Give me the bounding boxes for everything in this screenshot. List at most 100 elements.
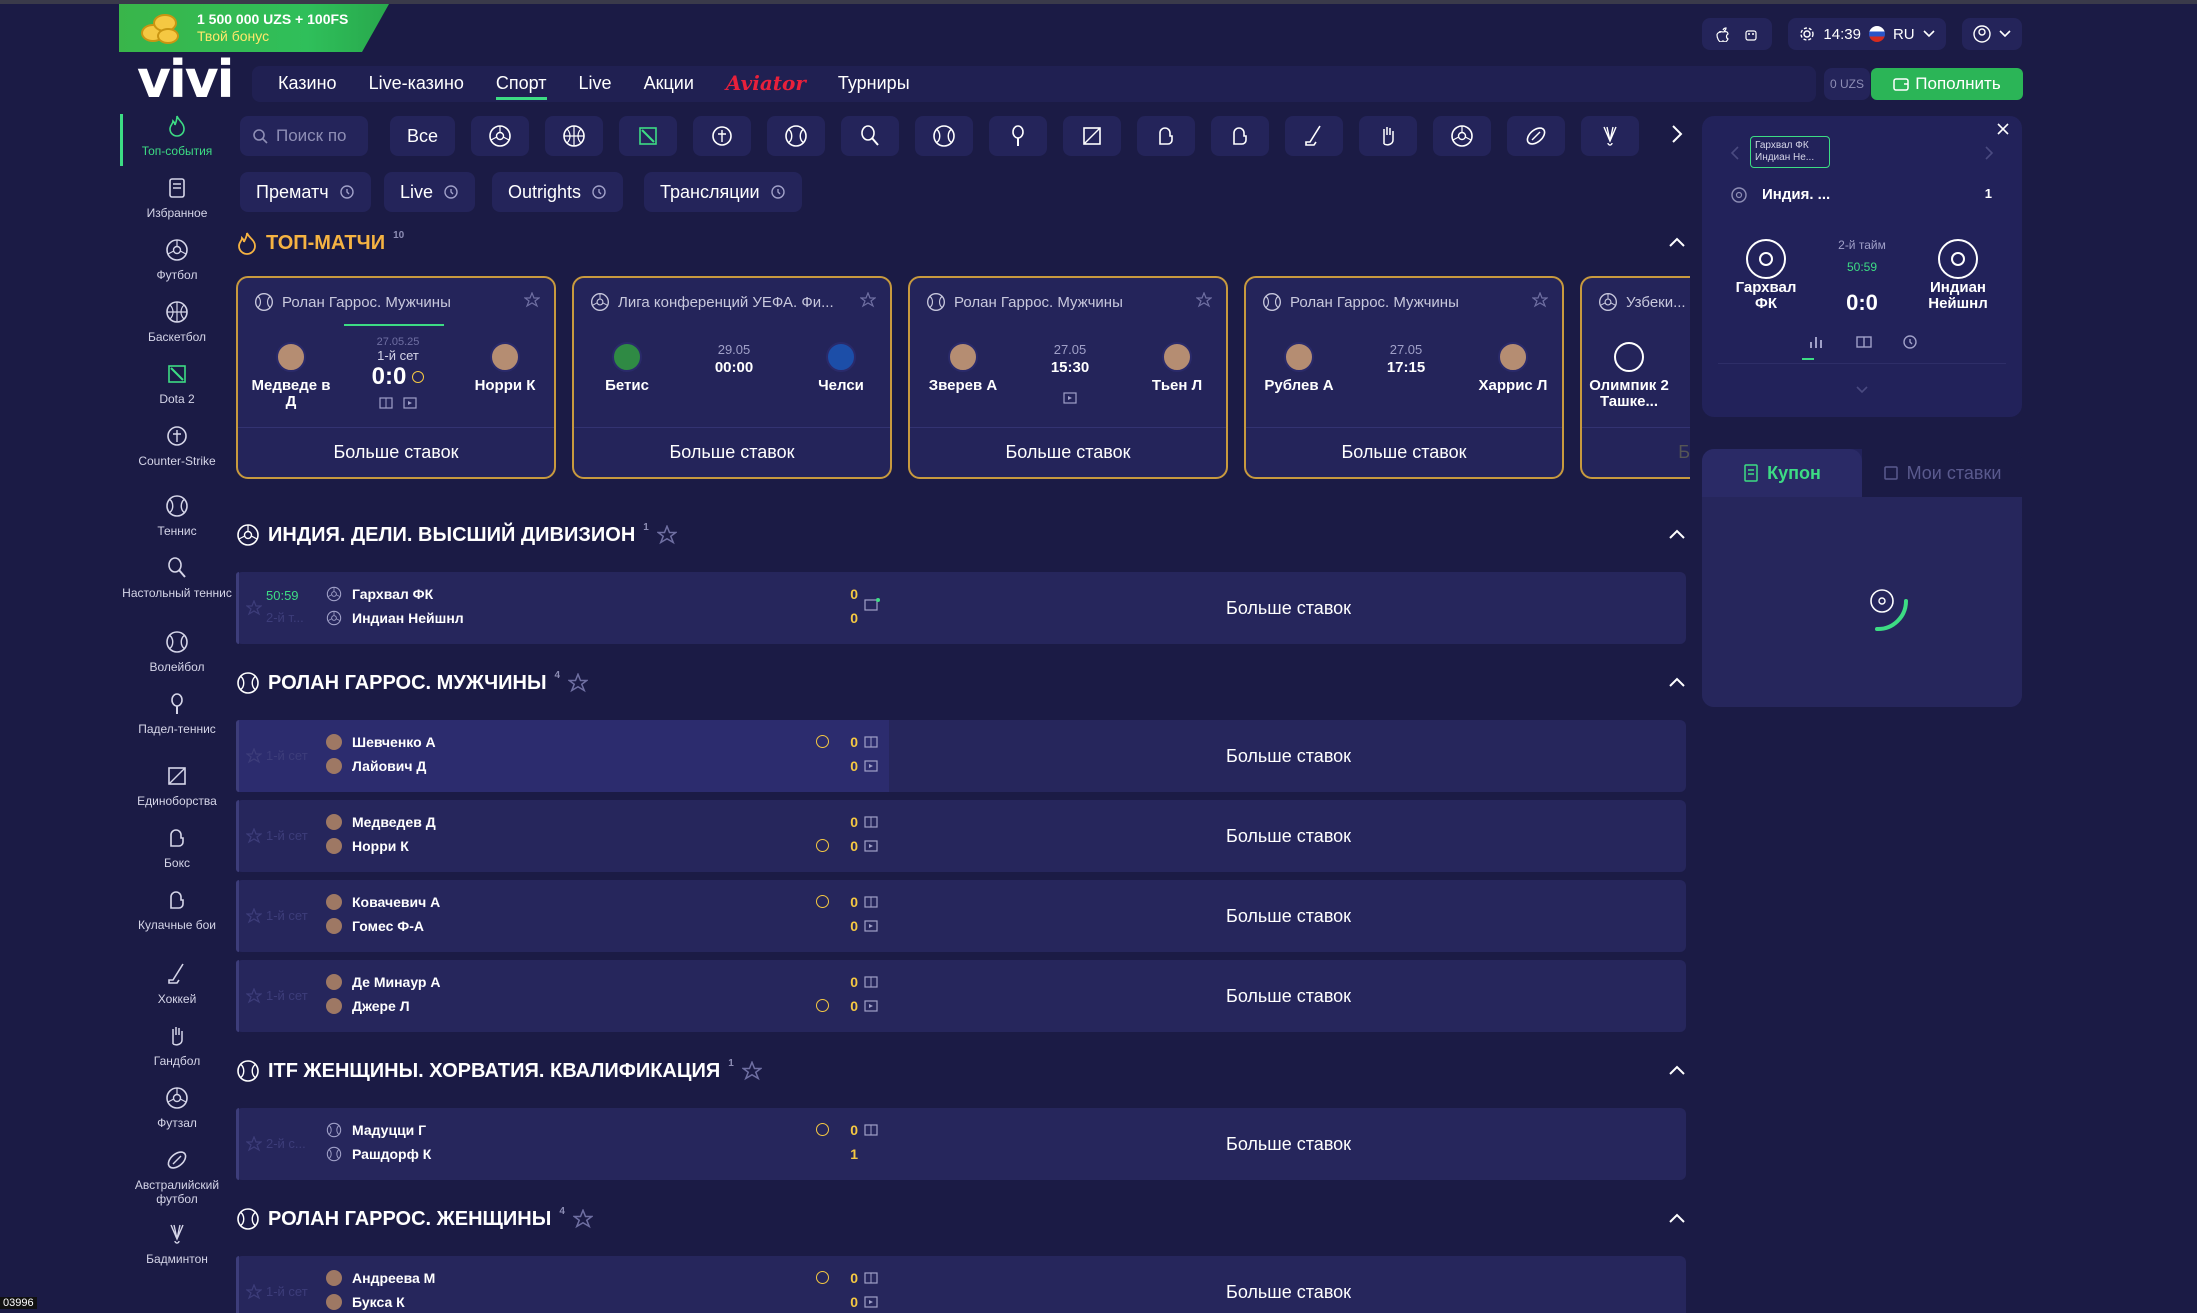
sport-filter-basketball[interactable]: [545, 116, 603, 156]
more-bets-button[interactable]: Больше ставок: [1226, 572, 1351, 644]
nav-item-4[interactable]: Акции: [643, 73, 694, 93]
nav-item-5[interactable]: Aviator: [725, 71, 806, 95]
chevron-up-icon[interactable]: [1668, 1210, 1686, 1228]
sidebar-item-6[interactable]: Теннис: [122, 494, 232, 538]
field-icon[interactable]: [864, 1272, 878, 1284]
android-icon[interactable]: [1744, 26, 1758, 42]
sidebar-item-2[interactable]: Футбол: [122, 238, 232, 282]
filter-1[interactable]: Live: [384, 172, 476, 212]
event-row[interactable]: 1-й сет Шевченко А Лайович Д 0 0 Больше ставо…: [236, 720, 1686, 792]
more-bets-button[interactable]: Больше ставок: [238, 427, 554, 477]
sidebar-item-10[interactable]: Единоборства: [122, 764, 232, 808]
star-icon[interactable]: [524, 292, 540, 308]
sidebar-item-14[interactable]: Гандбол: [122, 1024, 232, 1068]
more-bets-button[interactable]: Больше ставок: [1226, 800, 1351, 872]
top-match-card[interactable]: Узбеки... Олимпик 2 Ташке... Б: [1580, 276, 1690, 479]
star-icon[interactable]: [246, 748, 262, 764]
live-panel-tab[interactable]: Гархвал ФК Индиан Не...: [1750, 136, 1830, 168]
chevron-up-icon[interactable]: [1668, 234, 1686, 252]
sidebar-item-11[interactable]: Бокс: [122, 826, 232, 870]
sport-search[interactable]: Поиск по: [240, 116, 368, 156]
filter-3[interactable]: Трансляции: [644, 172, 802, 212]
promo-banner[interactable]: 1 500 000 UZS + 100FS Твой бонус: [119, 4, 389, 52]
video-icon[interactable]: [864, 1000, 878, 1012]
sidebar-item-9[interactable]: Падел-теннис: [122, 692, 232, 736]
filter-0[interactable]: Прематч: [240, 172, 371, 212]
sport-filter-fist[interactable]: [1211, 116, 1269, 156]
nav-item-0[interactable]: Казино: [278, 73, 337, 93]
chevron-left-icon[interactable]: [1730, 146, 1740, 160]
all-sports-button[interactable]: Все: [390, 116, 455, 156]
sidebar-item-4[interactable]: Dota 2: [122, 362, 232, 406]
top-match-card[interactable]: Ролан Гаррос. Мужчины Рублев А Харрис Л 27.…: [1244, 276, 1564, 479]
star-icon[interactable]: [860, 292, 876, 308]
top-match-card[interactable]: Ролан Гаррос. Мужчины Медведе в Д Норри К 2…: [236, 276, 556, 479]
sport-filter-badminton[interactable]: [1581, 116, 1639, 156]
chevron-right-icon[interactable]: [1984, 146, 1994, 160]
video-icon[interactable]: [864, 920, 878, 932]
more-bets-button[interactable]: Больше ставок: [1226, 1256, 1351, 1313]
more-bets-button[interactable]: Б: [1582, 427, 1690, 477]
settings-group[interactable]: 14:39 RU: [1788, 18, 1946, 50]
tab-my-bets[interactable]: Мои ставки: [1862, 449, 2022, 497]
event-row[interactable]: 50:59 2-й т... Гархвал ФК Индиан Нейшнл 0 0 Бо…: [236, 572, 1686, 644]
star-icon[interactable]: [572, 1209, 593, 1229]
top-match-card[interactable]: Лига конференций УЕФА. Фи... Бетис Челси 29…: [572, 276, 892, 479]
filter-2[interactable]: Outrights: [492, 172, 624, 212]
user-icon[interactable]: [1973, 25, 1991, 43]
chevron-up-icon[interactable]: [1668, 526, 1686, 544]
deposit-button[interactable]: Пополнить: [1871, 68, 2023, 100]
sport-filter-padel[interactable]: [989, 116, 1047, 156]
gear-icon[interactable]: [1799, 26, 1815, 42]
video-icon[interactable]: [864, 840, 878, 852]
chevron-down-icon[interactable]: [1999, 30, 2011, 38]
sidebar-item-12[interactable]: Кулачные бои: [122, 888, 232, 932]
league-header[interactable]: РОЛАН ГАРРОС. МУЖЧИНЫ 4: [236, 666, 1686, 700]
sidebar-item-1[interactable]: Избранное: [122, 176, 232, 220]
close-icon[interactable]: [1996, 122, 2010, 136]
more-bets-button[interactable]: Больше ставок: [1226, 880, 1351, 952]
sidebar-item-8[interactable]: Волейбол: [122, 630, 232, 674]
sport-filter-cs[interactable]: [693, 116, 751, 156]
field-icon[interactable]: [379, 397, 393, 409]
star-icon[interactable]: [1196, 292, 1212, 308]
field-icon[interactable]: [864, 976, 878, 988]
event-row[interactable]: 1-й сет Андреева М Букса К 0 0 Больше ставок: [236, 1256, 1686, 1313]
event-row[interactable]: 1-й сет Де Минаур А Джере Л 0 0 Больше ставок: [236, 960, 1686, 1032]
star-icon[interactable]: [246, 600, 262, 616]
star-icon[interactable]: [656, 525, 677, 545]
sport-filter-dota[interactable]: [619, 116, 677, 156]
field-icon[interactable]: [864, 1124, 878, 1136]
star-icon[interactable]: [246, 988, 262, 1004]
nav-item-3[interactable]: Live: [578, 73, 612, 93]
sidebar-item-15[interactable]: Футзал: [122, 1086, 232, 1130]
sidebar-item-13[interactable]: Хоккей: [122, 962, 232, 1006]
field-icon[interactable]: [1856, 334, 1872, 350]
apple-icon[interactable]: [1716, 26, 1730, 42]
tab-coupon[interactable]: Купон: [1702, 449, 1862, 497]
video-icon[interactable]: [403, 397, 417, 409]
star-icon[interactable]: [246, 1284, 262, 1300]
star-icon[interactable]: [568, 673, 589, 693]
league-header[interactable]: ITF ЖЕНЩИНЫ. ХОРВАТИЯ. КВАЛИФИКАЦИЯ 1: [236, 1054, 1686, 1088]
field-icon[interactable]: [864, 896, 878, 908]
more-bets-button[interactable]: Больше ставок: [1226, 720, 1351, 792]
star-icon[interactable]: [1532, 292, 1548, 308]
sidebar-item-5[interactable]: Counter-Strike: [122, 424, 232, 468]
chevron-up-icon[interactable]: [1668, 674, 1686, 692]
language-label[interactable]: RU: [1892, 25, 1915, 43]
sport-filter-table-tennis[interactable]: [841, 116, 899, 156]
top-matches-header[interactable]: ТОП-МАТЧИ 10: [236, 226, 1686, 260]
sidebar-item-3[interactable]: Баскетбол: [122, 300, 232, 344]
sport-filter-football[interactable]: [471, 116, 529, 156]
chevron-down-icon[interactable]: [1923, 30, 1935, 38]
stats-icon[interactable]: [1808, 334, 1824, 350]
field-icon[interactable]: [864, 736, 878, 748]
event-row[interactable]: 2-й с... Мадуцци Г Рашдорф К 0 1 Больше ставо…: [236, 1108, 1686, 1180]
nav-item-1[interactable]: Live-казино: [368, 73, 464, 93]
more-bets-button[interactable]: Больше ставок: [1226, 1108, 1351, 1180]
sidebar-item-0[interactable]: Топ-события: [122, 114, 232, 158]
search-input[interactable]: Поиск по: [276, 126, 347, 145]
sport-filter-martial-arts[interactable]: [1063, 116, 1121, 156]
sport-filter-boxing[interactable]: [1137, 116, 1195, 156]
